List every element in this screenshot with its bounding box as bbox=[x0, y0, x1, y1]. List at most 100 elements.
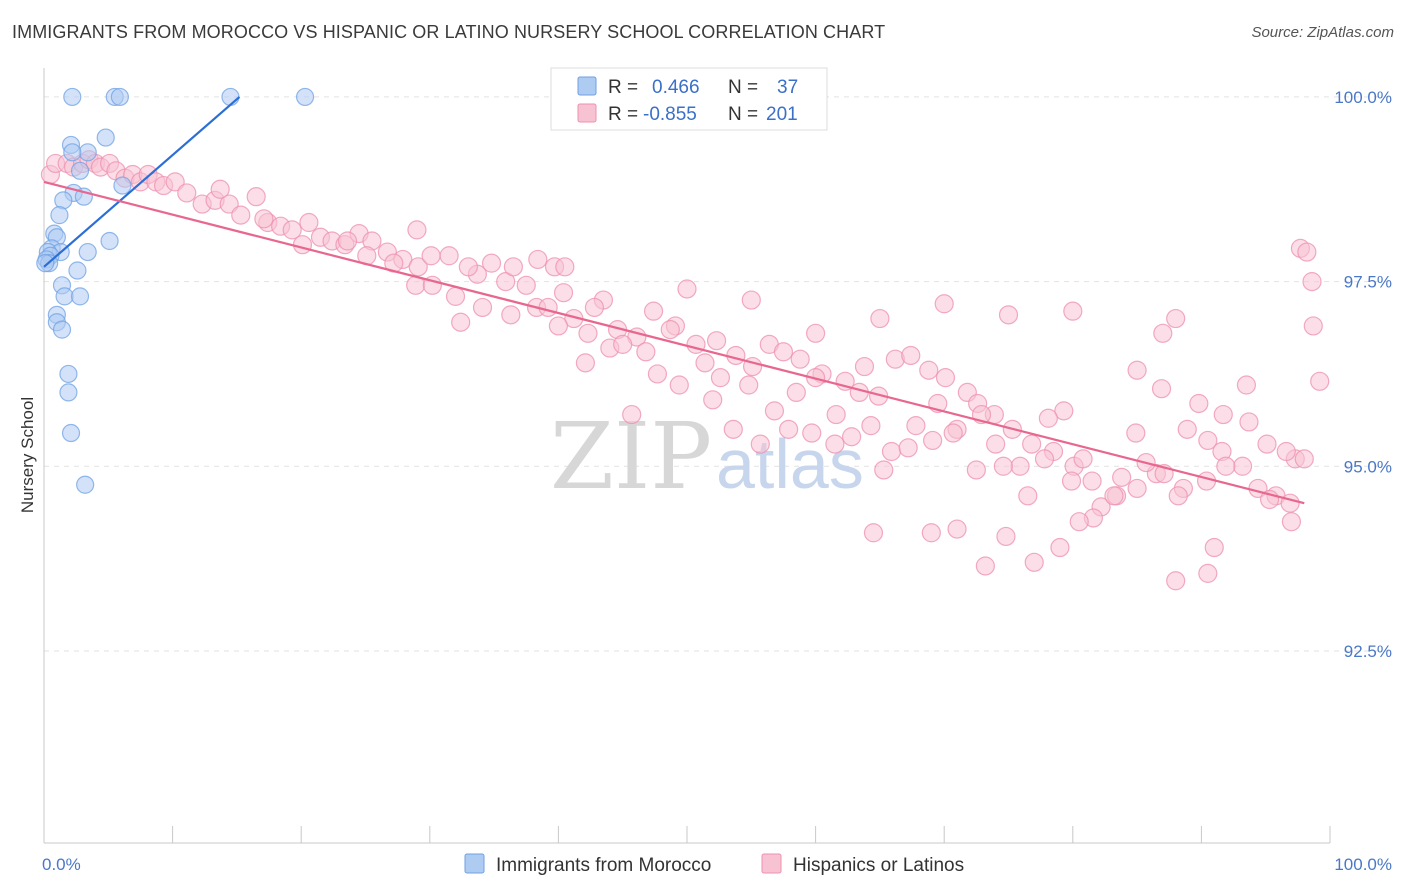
trend-line-morocco bbox=[43, 96, 241, 268]
bottom-legend-label-hispanic: Hispanics or Latinos bbox=[793, 855, 964, 876]
point-hispanic bbox=[805, 323, 826, 343]
point-morocco bbox=[110, 87, 129, 107]
legend-swatch-hispanic bbox=[577, 103, 597, 123]
point-hispanic bbox=[975, 556, 995, 576]
point-hispanic bbox=[1034, 449, 1055, 469]
point-morocco bbox=[100, 231, 119, 251]
point-hispanic bbox=[1166, 308, 1186, 329]
point-hispanic bbox=[451, 312, 471, 332]
point-hispanic bbox=[1257, 434, 1277, 454]
point-morocco bbox=[61, 423, 81, 443]
legend-n-label-morocco: N = bbox=[728, 77, 758, 98]
bottom-legend-swatch-morocco bbox=[464, 853, 485, 874]
point-hispanic bbox=[472, 297, 493, 318]
point-hispanic bbox=[854, 356, 875, 377]
point-hispanic bbox=[881, 441, 902, 462]
point-hispanic bbox=[923, 430, 943, 451]
legend-n-morocco: 37 bbox=[777, 77, 798, 98]
point-hispanic bbox=[1213, 404, 1233, 425]
point-hispanic bbox=[1022, 434, 1042, 454]
y-tick-labels: 100.0% 97.5% 95.0% 92.5% bbox=[1334, 88, 1392, 661]
point-hispanic bbox=[636, 342, 656, 362]
point-hispanic bbox=[947, 519, 967, 539]
point-hispanic bbox=[1198, 430, 1218, 451]
point-morocco bbox=[63, 87, 82, 107]
point-hispanic bbox=[647, 364, 668, 384]
point-hispanic bbox=[528, 249, 548, 270]
y-axis-title: Nursery School bbox=[18, 397, 37, 513]
point-hispanic bbox=[863, 523, 884, 543]
bottom-legend-swatch-hispanic bbox=[761, 853, 782, 874]
point-hispanic bbox=[501, 305, 521, 325]
source-credit: Source: ZipAtlas.com bbox=[1251, 24, 1394, 41]
point-morocco bbox=[52, 320, 72, 339]
point-hispanic bbox=[1038, 408, 1058, 428]
point-hispanic bbox=[1196, 471, 1217, 491]
point-hispanic bbox=[898, 438, 918, 458]
point-morocco bbox=[113, 176, 132, 195]
point-hispanic bbox=[1276, 441, 1296, 462]
point-hispanic bbox=[764, 401, 785, 421]
point-hispanic bbox=[575, 353, 596, 373]
point-hispanic bbox=[299, 212, 319, 233]
point-hispanic bbox=[993, 456, 1013, 476]
point-hispanic bbox=[407, 220, 427, 240]
point-hispanic bbox=[1010, 456, 1030, 476]
point-hispanic bbox=[578, 323, 598, 343]
point-hispanic bbox=[741, 290, 761, 310]
point-morocco bbox=[59, 383, 78, 402]
point-hispanic bbox=[723, 419, 743, 439]
axes bbox=[43, 68, 1331, 844]
point-hispanic bbox=[445, 286, 466, 306]
point-morocco bbox=[78, 143, 97, 162]
x-tick-label: 100.0% bbox=[1334, 855, 1392, 874]
point-morocco bbox=[221, 87, 240, 107]
point-hispanic bbox=[503, 257, 523, 277]
point-hispanic bbox=[660, 320, 680, 340]
point-hispanic bbox=[934, 294, 954, 314]
point-hispanic bbox=[1127, 360, 1147, 380]
point-hispanic bbox=[1054, 401, 1074, 421]
point-hispanic bbox=[998, 305, 1019, 325]
point-hispanic bbox=[1236, 375, 1257, 395]
point-hispanic bbox=[935, 368, 956, 388]
point-hispanic bbox=[1073, 449, 1093, 469]
point-hispanic bbox=[1112, 467, 1132, 487]
y-tick-label: 97.5% bbox=[1344, 273, 1392, 292]
trend-line-hispanic bbox=[43, 180, 1305, 505]
point-hispanic bbox=[739, 375, 759, 395]
point-morocco bbox=[76, 475, 95, 494]
point-hispanic bbox=[1177, 419, 1197, 439]
point-hispanic bbox=[726, 345, 746, 366]
point-hispanic bbox=[906, 416, 926, 436]
data-points bbox=[36, 87, 1330, 591]
point-hispanic bbox=[1153, 323, 1173, 343]
point-hispanic bbox=[1216, 456, 1236, 476]
point-hispanic bbox=[553, 283, 574, 303]
point-morocco bbox=[295, 87, 315, 107]
point-hispanic bbox=[1050, 537, 1070, 558]
point-morocco bbox=[63, 143, 82, 162]
point-hispanic bbox=[703, 390, 723, 410]
point-hispanic bbox=[439, 246, 459, 266]
point-hispanic bbox=[421, 246, 441, 266]
point-morocco bbox=[68, 261, 87, 280]
point-hispanic bbox=[1302, 272, 1322, 292]
point-hispanic bbox=[1069, 512, 1089, 532]
chart-title: IMMIGRANTS FROM MOROCCO VS HISPANIC OR L… bbox=[12, 22, 886, 42]
point-hispanic bbox=[901, 345, 921, 366]
point-hispanic bbox=[706, 331, 727, 351]
stats-legend-box bbox=[550, 67, 828, 131]
point-hispanic bbox=[1239, 412, 1259, 432]
point-morocco bbox=[70, 287, 90, 306]
point-hispanic bbox=[773, 342, 794, 362]
point-hispanic bbox=[1297, 242, 1317, 262]
point-hispanic bbox=[622, 404, 642, 425]
point-hispanic bbox=[1018, 486, 1038, 506]
bottom-legend-label-morocco: Immigrants from Morocco bbox=[496, 855, 711, 876]
point-hispanic bbox=[1232, 456, 1253, 476]
point-hispanic bbox=[1189, 393, 1209, 414]
point-hispanic bbox=[1204, 537, 1224, 558]
point-hispanic bbox=[943, 423, 963, 443]
